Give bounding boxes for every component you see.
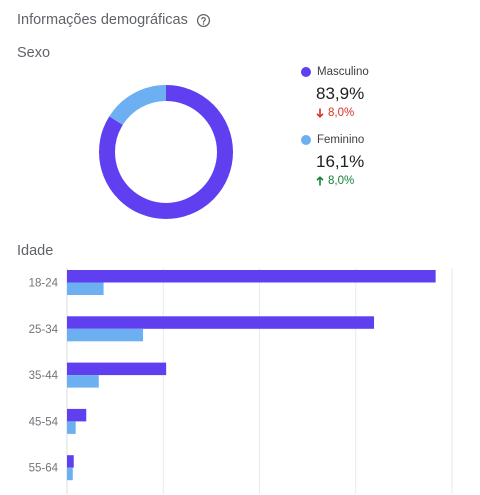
legend-dot-feminino bbox=[301, 135, 311, 145]
legend-delta-value-feminino: 8,0% bbox=[328, 175, 355, 187]
bar-masculino-55-64 bbox=[67, 455, 74, 468]
sexo-section-title: Sexo bbox=[17, 45, 51, 61]
bar-masculino-35-44 bbox=[67, 362, 167, 376]
legend-delta-value-masculino: 8,0% bbox=[328, 107, 355, 119]
legend-delta-feminino: 8,0% bbox=[316, 175, 364, 187]
bar-masculino-18-24 bbox=[67, 270, 436, 283]
bar-feminino-35-44 bbox=[67, 375, 99, 388]
bar-feminino-25-34 bbox=[67, 328, 144, 342]
legend-dot-masculino bbox=[301, 67, 311, 77]
legend-value-masculino: 83,9% bbox=[316, 84, 365, 103]
y-tick-label: 25-34 bbox=[29, 324, 59, 336]
bar-masculino-25-34 bbox=[67, 316, 375, 329]
donut-slice-feminino bbox=[99, 85, 233, 219]
idade-section-title: Idade bbox=[17, 243, 54, 259]
y-tick-label: 45-54 bbox=[29, 416, 59, 428]
card-header: Informações demográficas bbox=[17, 12, 211, 28]
legend-label-masculino: Masculino bbox=[317, 66, 369, 78]
y-tick-label: 35-44 bbox=[29, 370, 59, 382]
y-tick-label: 18-24 bbox=[29, 278, 59, 290]
legend-delta-masculino: 8,0% bbox=[316, 107, 369, 119]
arrow-up-icon bbox=[316, 176, 324, 186]
bar-feminino-55-64 bbox=[67, 467, 73, 481]
age-bar-chart: 18-24 25-34 35-44 45-54 55-64 bbox=[29, 268, 453, 494]
bar-masculino-45-54 bbox=[67, 408, 87, 422]
legend-label-feminino: Feminino bbox=[317, 134, 365, 146]
arrow-down-icon bbox=[316, 108, 324, 118]
bar-feminino-18-24 bbox=[67, 282, 104, 295]
help-circle-icon[interactable] bbox=[196, 13, 211, 28]
legend-value-feminino: 16,1% bbox=[316, 152, 365, 171]
card-title: Informações demográficas bbox=[17, 12, 188, 28]
legend-item-masculino: Masculino 83,9% 8,0% bbox=[301, 66, 369, 119]
y-tick-label: 55-64 bbox=[29, 463, 59, 475]
gender-donut-chart bbox=[99, 85, 233, 219]
legend-item-feminino: Feminino 16,1% 8,0% bbox=[301, 134, 364, 187]
bar-feminino-45-54 bbox=[67, 421, 76, 434]
